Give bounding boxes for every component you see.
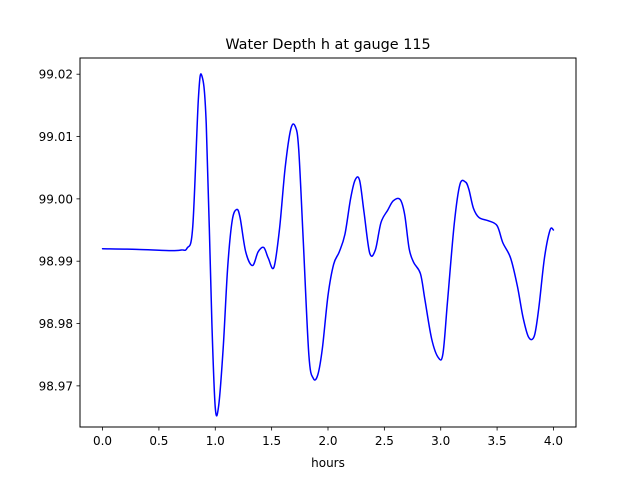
series-line-water-depth bbox=[101, 73, 555, 417]
x-tick-label: 0.5 bbox=[149, 434, 168, 448]
y-tick-label: 98.99 bbox=[39, 255, 73, 269]
x-tick-label: 2.0 bbox=[318, 434, 337, 448]
x-axis-ticks: 0.0 0.5 1.0 1.5 2.0 2.5 3.0 3.5 4.0 bbox=[93, 427, 563, 448]
y-tick-label: 98.97 bbox=[39, 379, 73, 393]
y-tick-label: 99.02 bbox=[39, 68, 73, 82]
y-axis-ticks: 98.97 98.98 98.99 99.00 99.01 99.02 bbox=[39, 68, 80, 393]
x-tick-label: 0.0 bbox=[93, 434, 112, 448]
plot-area bbox=[80, 58, 576, 427]
x-tick-label: 1.5 bbox=[262, 434, 281, 448]
y-tick-label: 99.00 bbox=[39, 192, 73, 206]
y-tick-label: 98.98 bbox=[39, 317, 73, 331]
x-tick-label: 3.5 bbox=[488, 434, 507, 448]
x-tick-label: 2.5 bbox=[375, 434, 394, 448]
chart-title: Water Depth h at gauge 115 bbox=[225, 37, 430, 53]
x-tick-label: 3.0 bbox=[431, 434, 450, 448]
plot-frame bbox=[79, 57, 577, 428]
x-tick-label: 1.0 bbox=[206, 434, 225, 448]
x-tick-label: 4.0 bbox=[544, 434, 563, 448]
y-tick-label: 99.01 bbox=[39, 130, 73, 144]
x-axis-label: hours bbox=[311, 456, 345, 470]
